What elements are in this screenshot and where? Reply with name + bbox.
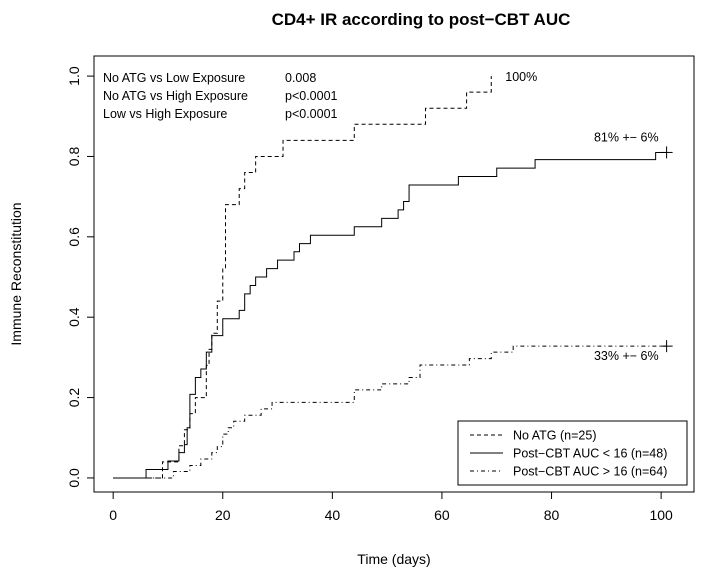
- chart-title: CD4+ IR according to post−CBT AUC: [272, 10, 571, 29]
- legend: No ATG (n=25) Post−CBT AUC < 16 (n=48) Pos…: [457, 420, 688, 486]
- x-tick-label: 0: [109, 507, 117, 523]
- series-layer: 100% 81% +− 6% 33% +− 6%: [113, 70, 673, 479]
- plot-frame: [93, 55, 695, 493]
- y-tick-label: 0.2: [66, 388, 82, 408]
- series-end-label-2: 81% +− 6%: [594, 130, 659, 144]
- x-tick-label: 20: [215, 507, 231, 523]
- x-axis: 0 20 40 60 80 100: [109, 492, 673, 523]
- y-tick-label: 0.8: [66, 147, 82, 167]
- legend-label-2: Post−CBT AUC < 16 (n=48): [513, 447, 667, 461]
- x-tick-label: 60: [434, 507, 450, 523]
- y-tick-label: 0.0: [66, 468, 82, 488]
- series-line-2: [113, 151, 667, 479]
- x-tick-label: 100: [649, 507, 673, 523]
- y-axis: 0.0 0.2 0.4 0.6 0.8 1.0: [66, 66, 94, 488]
- series-end-label-1: 100%: [505, 70, 537, 84]
- pvalue-table: No ATG vs Low Exposure 0.008 No ATG vs Hig…: [103, 71, 338, 121]
- y-tick-label: 1.0: [66, 66, 82, 86]
- y-tick-label: 0.6: [66, 227, 82, 247]
- series-end-label-3: 33% +− 6%: [594, 349, 659, 363]
- pvalue-comparison-label: No ATG vs High Exposure: [103, 89, 248, 103]
- pvalue-comparison-label: Low vs High Exposure: [103, 107, 227, 121]
- pvalue-value: 0.008: [285, 71, 316, 85]
- series-line-1: [113, 76, 492, 479]
- legend-label-1: No ATG (n=25): [513, 429, 596, 443]
- pvalue-value: p<0.0001: [285, 107, 338, 121]
- pvalue-value: p<0.0001: [285, 89, 338, 103]
- x-tick-label: 80: [544, 507, 560, 523]
- legend-label-3: Post−CBT AUC > 16 (n=64): [513, 465, 667, 479]
- x-axis-label: Time (days): [357, 551, 430, 567]
- y-axis-label: Immune Reconstitution: [8, 202, 24, 345]
- y-tick-label: 0.4: [66, 307, 82, 327]
- pvalue-comparison-label: No ATG vs Low Exposure: [103, 71, 245, 85]
- x-tick-label: 40: [325, 507, 341, 523]
